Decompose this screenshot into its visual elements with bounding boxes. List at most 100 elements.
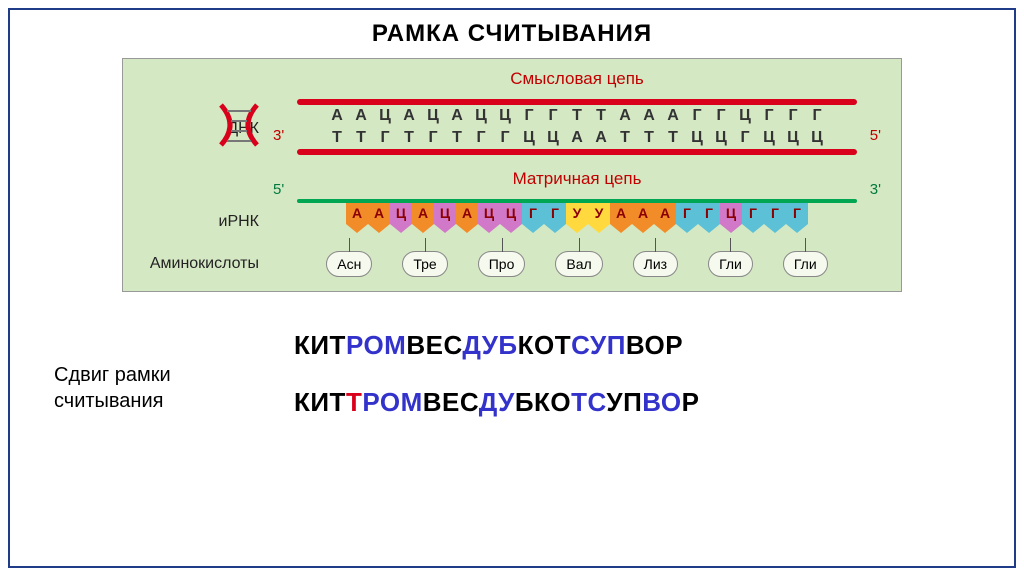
amino-acid-row: Аминокислоты Асн Тре Про Вал Лиз Гли Гли bbox=[137, 251, 887, 277]
nucleotide: Ц bbox=[470, 107, 492, 125]
mrna-nucleotide: Г bbox=[764, 203, 786, 237]
mrna-nucleotide: У bbox=[588, 203, 610, 237]
nucleotide: Г bbox=[710, 107, 732, 125]
mrna-nucleotide: А bbox=[632, 203, 654, 237]
mrna-3prime: 3' bbox=[870, 181, 881, 198]
word-segment: ДУ bbox=[479, 387, 515, 417]
nucleotide: Т bbox=[638, 129, 660, 147]
nucleotide: А bbox=[446, 107, 468, 125]
nucleotide: Т bbox=[590, 107, 612, 125]
template-strand-label: Матричная цепь bbox=[267, 169, 887, 189]
nucleotide: Г bbox=[518, 107, 540, 125]
nucleotide: Ц bbox=[518, 129, 540, 147]
mrna-nucleotide: Г bbox=[698, 203, 720, 237]
word-segment: ТС bbox=[571, 387, 606, 417]
mrna-nucleotide: А bbox=[346, 203, 368, 237]
nucleotide: Г bbox=[686, 107, 708, 125]
word-segment: Т bbox=[346, 387, 362, 417]
mrna-nucleotide: Г bbox=[676, 203, 698, 237]
dna-row: ДНК Смысловая цепь 3' 5' ААЦАЦАЦЦГГ bbox=[137, 69, 887, 189]
frame-shift-section: Сдвиг рамки считывания КИТРОМВЕСДУБКОТСУ… bbox=[34, 330, 990, 444]
mrna-label: иРНК bbox=[137, 199, 267, 231]
word-segment: КИТ bbox=[294, 330, 346, 360]
word-segment: РОМ bbox=[362, 387, 422, 417]
nucleotide: Ц bbox=[734, 107, 756, 125]
nucleotide: А bbox=[638, 107, 660, 125]
mrna-nucleotide: Г bbox=[544, 203, 566, 237]
word-segment: ДУБ bbox=[462, 330, 517, 360]
word-segment: БКО bbox=[515, 387, 571, 417]
nucleotide: Ц bbox=[374, 107, 396, 125]
mrna-sequence: ААЦАЦАЦЦГГУУАААГГЦГГГ bbox=[297, 203, 857, 237]
amino-acid-pill: Асн bbox=[326, 251, 372, 277]
slide-frame: РАМКА СЧИТЫВАНИЯ ДНК Смысловая цепь 3' bbox=[8, 8, 1016, 568]
amino-acid-pill: Вал bbox=[555, 251, 602, 277]
word-segment: СУП bbox=[571, 330, 626, 360]
amino-acid-pill: Гли bbox=[783, 251, 828, 277]
nucleotide: А bbox=[614, 107, 636, 125]
nucleotide: Ц bbox=[806, 129, 828, 147]
dna-3prime-left: 3' bbox=[273, 127, 284, 144]
diagram-panel: ДНК Смысловая цепь 3' 5' ААЦАЦАЦЦГГ bbox=[122, 58, 902, 292]
dna-5prime-right: 5' bbox=[870, 127, 881, 144]
nucleotide: Г bbox=[542, 107, 564, 125]
mrna-nucleotide: А bbox=[368, 203, 390, 237]
word-segment: УП bbox=[606, 387, 642, 417]
amino-acid-pill: Про bbox=[478, 251, 526, 277]
nucleotide: Г bbox=[758, 107, 780, 125]
word-line-shifted: КИТТРОМВЕСДУБКОТСУПВОР bbox=[294, 387, 990, 418]
sense-strand-label: Смысловая цепь bbox=[267, 69, 887, 89]
mrna-nucleotide: Г bbox=[786, 203, 808, 237]
mrna-nucleotide: Ц bbox=[500, 203, 522, 237]
amino-acid-pill: Тре bbox=[402, 251, 447, 277]
word-segment: ВЕС bbox=[423, 387, 479, 417]
nucleotide: Т bbox=[350, 129, 372, 147]
word-segment: ВО bbox=[642, 387, 681, 417]
mrna-row: иРНК 5' 3' ААЦАЦАЦЦГГУУАААГГЦГГГ bbox=[137, 199, 887, 237]
mrna-nucleotide: А bbox=[610, 203, 632, 237]
word-segment: РОМ bbox=[346, 330, 406, 360]
sense-sequence: ААЦАЦАЦЦГГТТАААГГЦГГГ bbox=[297, 105, 857, 127]
nucleotide: Ц bbox=[494, 107, 516, 125]
nucleotide: А bbox=[398, 107, 420, 125]
template-sequence: ТТГТГТГГЦЦААТТТЦЦГЦЦЦ bbox=[297, 127, 857, 149]
amino-acid-strip: Асн Тре Про Вал Лиз Гли Гли bbox=[267, 251, 887, 277]
mrna-nucleotide: Ц bbox=[720, 203, 742, 237]
nucleotide: А bbox=[326, 107, 348, 125]
dna-wrap: 3' 5' ААЦАЦАЦЦГГТТАААГГЦГГГ ТТГТГТГГЦЦАА… bbox=[267, 91, 887, 163]
nucleotide: Г bbox=[782, 107, 804, 125]
amino-acid-pill: Лиз bbox=[633, 251, 678, 277]
nucleotide: Т bbox=[446, 129, 468, 147]
nucleotide: Т bbox=[662, 129, 684, 147]
nucleotide: Ц bbox=[422, 107, 444, 125]
word-line-original: КИТРОМВЕСДУБКОТСУПВОР bbox=[294, 330, 990, 361]
page-title: РАМКА СЧИТЫВАНИЯ bbox=[34, 20, 990, 48]
nucleotide: А bbox=[350, 107, 372, 125]
nucleotide: Г bbox=[494, 129, 516, 147]
mrna-nucleotide: Г bbox=[742, 203, 764, 237]
nucleotide: Г bbox=[374, 129, 396, 147]
helix-icon bbox=[219, 97, 279, 153]
nucleotide: Т bbox=[398, 129, 420, 147]
mrna-nucleotide: А bbox=[456, 203, 478, 237]
word-segment: ВЕС bbox=[406, 330, 462, 360]
word-segment: Р bbox=[682, 387, 700, 417]
nucleotide: Ц bbox=[710, 129, 732, 147]
mrna-nucleotide: У bbox=[566, 203, 588, 237]
mrna-nucleotide: Ц bbox=[434, 203, 456, 237]
nucleotide: Т bbox=[614, 129, 636, 147]
nucleotide: Г bbox=[422, 129, 444, 147]
mrna-5prime: 5' bbox=[273, 181, 284, 198]
nucleotide: Т bbox=[326, 129, 348, 147]
mrna-nucleotide: А bbox=[654, 203, 676, 237]
nucleotide: А bbox=[566, 129, 588, 147]
word-segment: КИТ bbox=[294, 387, 346, 417]
amino-acid-label: Аминокислоты bbox=[137, 255, 267, 273]
amino-acid-pill: Гли bbox=[708, 251, 753, 277]
word-segment: КОТ bbox=[518, 330, 571, 360]
mrna-nucleotide: Ц bbox=[390, 203, 412, 237]
nucleotide: Ц bbox=[782, 129, 804, 147]
word-segment: ВОР bbox=[626, 330, 683, 360]
mrna-nucleotide: Ц bbox=[478, 203, 500, 237]
nucleotide: А bbox=[662, 107, 684, 125]
